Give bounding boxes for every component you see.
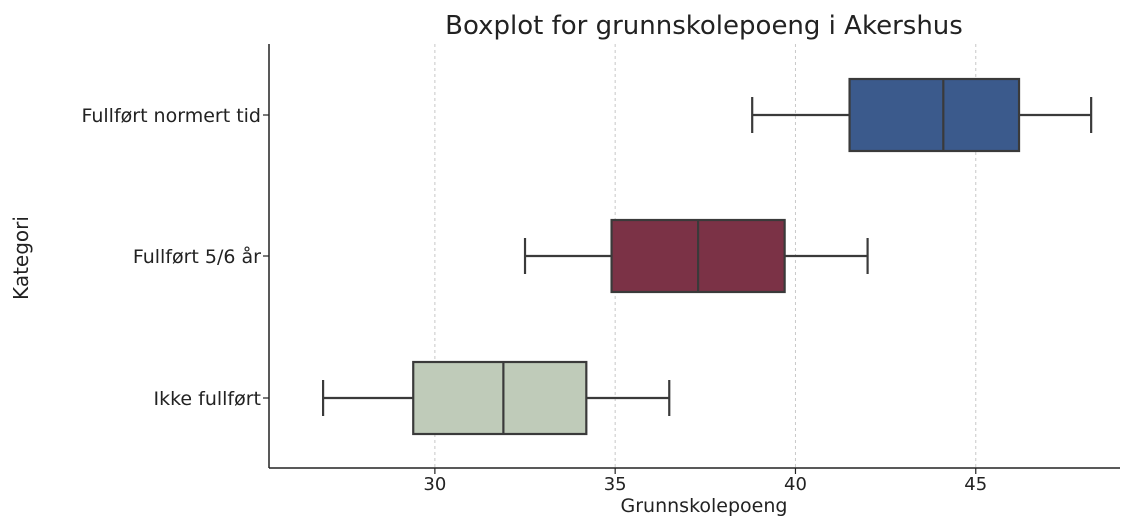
y-category-label: Fullført normert tid <box>81 105 261 127</box>
y-axis-label: Kategori <box>9 216 33 300</box>
x-axis-label: Grunnskolepoeng <box>621 495 788 517</box>
box-layer <box>321 77 1093 436</box>
chart-title: Boxplot for grunnskolepoeng i Akershus <box>445 11 963 41</box>
box-group <box>321 360 671 436</box>
box-group <box>523 218 869 294</box>
iqr-box <box>412 360 588 436</box>
box-group <box>751 77 1093 153</box>
x-tick-label: 45 <box>964 474 987 495</box>
y-category-label: Fullført 5/6 år <box>133 245 261 268</box>
x-tick-label: 40 <box>784 474 807 495</box>
x-tick-label: 35 <box>604 474 627 495</box>
y-category-label: Ikke fullført <box>153 388 261 410</box>
iqr-box <box>848 77 1021 153</box>
tick-layer: 30 35 40 45 Fullført normert tid Fullført 5/6… <box>81 105 987 495</box>
x-tick-label: 30 <box>423 474 446 495</box>
